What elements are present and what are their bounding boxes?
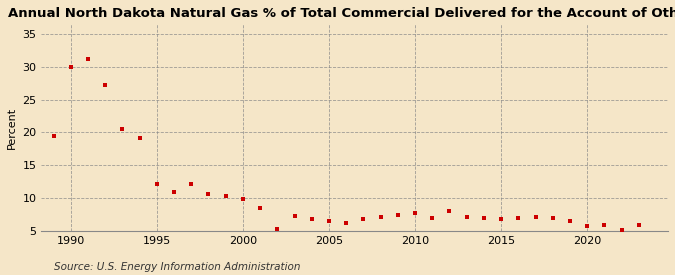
Point [254,206,265,210]
Point [392,213,403,217]
Point [169,189,180,194]
Point [495,217,506,222]
Text: Source: U.S. Energy Information Administration: Source: U.S. Energy Information Administ… [54,262,300,272]
Point [65,64,76,69]
Point [410,211,421,216]
Point [513,216,524,220]
Point [151,182,162,187]
Point [479,216,489,220]
Point [306,217,317,222]
Point [186,182,196,187]
Title: Annual North Dakota Natural Gas % of Total Commercial Delivered for the Account : Annual North Dakota Natural Gas % of Tot… [8,7,675,20]
Point [48,134,59,138]
Y-axis label: Percent: Percent [7,106,17,148]
Point [444,209,455,214]
Point [134,136,145,140]
Point [220,193,231,198]
Point [358,217,369,222]
Point [461,214,472,219]
Point [238,197,248,201]
Point [427,216,437,220]
Point [82,57,93,61]
Point [530,214,541,219]
Point [599,222,610,227]
Point [203,192,214,197]
Point [323,219,334,224]
Point [100,83,111,87]
Point [272,227,283,232]
Point [547,216,558,220]
Point [616,228,627,232]
Point [564,219,575,224]
Point [375,214,386,219]
Point [582,224,593,228]
Point [341,221,352,225]
Point [289,214,300,218]
Point [117,127,128,131]
Point [633,222,644,227]
